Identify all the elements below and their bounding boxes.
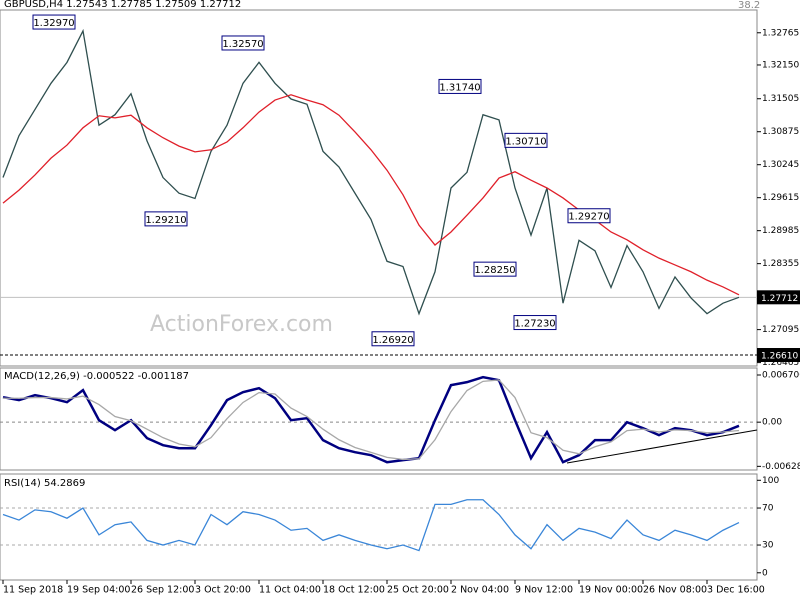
- price-tag-label: 1.27712: [761, 294, 798, 304]
- y-tick-label: -0.00628: [762, 462, 800, 472]
- watermark: ActionForex.com: [150, 312, 333, 337]
- x-tick-label: 26 Sep 12:00: [131, 585, 194, 596]
- price-annotation-box: [144, 211, 188, 227]
- macd-title: MACD(12,26,9) -0.000522 -0.001187: [4, 371, 189, 382]
- series-line: [2, 375, 740, 464]
- y-tick-label: 1.29615: [762, 193, 799, 203]
- corner-label: 38.2: [738, 0, 760, 11]
- price-panel: [0, 9, 758, 367]
- y-tick-label: 1.30875: [762, 127, 799, 137]
- price-annotation-box: [371, 331, 415, 347]
- series-line: [2, 499, 740, 552]
- price-annotation: 1.28250: [474, 265, 515, 276]
- y-tick-label: 1.32765: [762, 28, 799, 38]
- y-tick-label: 0.00: [762, 418, 782, 428]
- price-annotation: 1.29210: [145, 215, 186, 226]
- rsi-title: RSI(14) 54.2869: [4, 478, 85, 489]
- price-annotation: 1.27230: [514, 319, 555, 330]
- x-tick-label: 25 Oct 20:00: [387, 585, 449, 596]
- price-annotation: 1.32970: [33, 18, 74, 29]
- chart-title: GBPUSD,H4 1.27543 1.27785 1.27509 1.2771…: [4, 0, 241, 10]
- price-annotation-box: [32, 14, 76, 30]
- x-tick-label: 11 Oct 04:00: [259, 585, 321, 596]
- trend-line: [566, 429, 758, 464]
- price-annotation: 1.26920: [372, 335, 413, 346]
- y-tick-label: 1.27095: [762, 325, 799, 335]
- price-annotation: 1.32570: [222, 39, 263, 50]
- x-tick-label: 2 Nov 04:00: [451, 585, 509, 596]
- price-annotation: 1.31740: [439, 82, 480, 93]
- x-tick-label: 26 Nov 08:00: [643, 585, 707, 596]
- price-annotation-box: [513, 315, 557, 331]
- y-tick-label: 0: [762, 568, 768, 578]
- series-line: [2, 28, 740, 316]
- y-tick-label: 30: [762, 541, 774, 551]
- x-tick-label: 3 Oct 20:00: [195, 585, 251, 596]
- series-line: [3, 379, 740, 461]
- y-tick-label: 1.30245: [762, 160, 799, 170]
- price-tag: [757, 348, 800, 363]
- price-tag-label: 1.26610: [761, 352, 798, 362]
- y-tick-label: 1.28985: [762, 226, 799, 236]
- rsi-panel: [0, 473, 758, 581]
- y-tick-label: 70: [762, 504, 774, 514]
- x-tick-label: 9 Nov 12:00: [515, 585, 573, 596]
- price-tag: [757, 290, 800, 305]
- price-annotation-box: [221, 35, 265, 51]
- series-line: [2, 94, 740, 296]
- price-annotation-box: [438, 78, 482, 94]
- y-tick-label: 100: [762, 476, 779, 486]
- price-annotation-box: [504, 132, 548, 148]
- x-tick-label: 18 Oct 12:00: [323, 585, 385, 596]
- x-tick-label: 3 Dec 16:00: [707, 585, 765, 596]
- x-tick-label: 19 Sep 04:00: [67, 585, 130, 596]
- y-tick-label: 1.32150: [762, 60, 799, 70]
- y-tick-label: 1.31505: [762, 94, 799, 104]
- x-tick-label: 11 Sep 2018: [3, 585, 63, 596]
- macd-panel: [0, 367, 758, 471]
- price-annotation-box: [567, 208, 611, 224]
- price-annotation-box: [473, 261, 517, 277]
- x-tick-label: 19 Nov 00:00: [579, 585, 643, 596]
- y-tick-label: 1.28355: [762, 259, 799, 269]
- price-annotation: 1.29270: [568, 212, 609, 223]
- price-annotation: 1.30710: [505, 136, 546, 147]
- y-tick-label: 1.26465: [762, 358, 799, 368]
- y-tick-label: 0.006706: [762, 370, 800, 380]
